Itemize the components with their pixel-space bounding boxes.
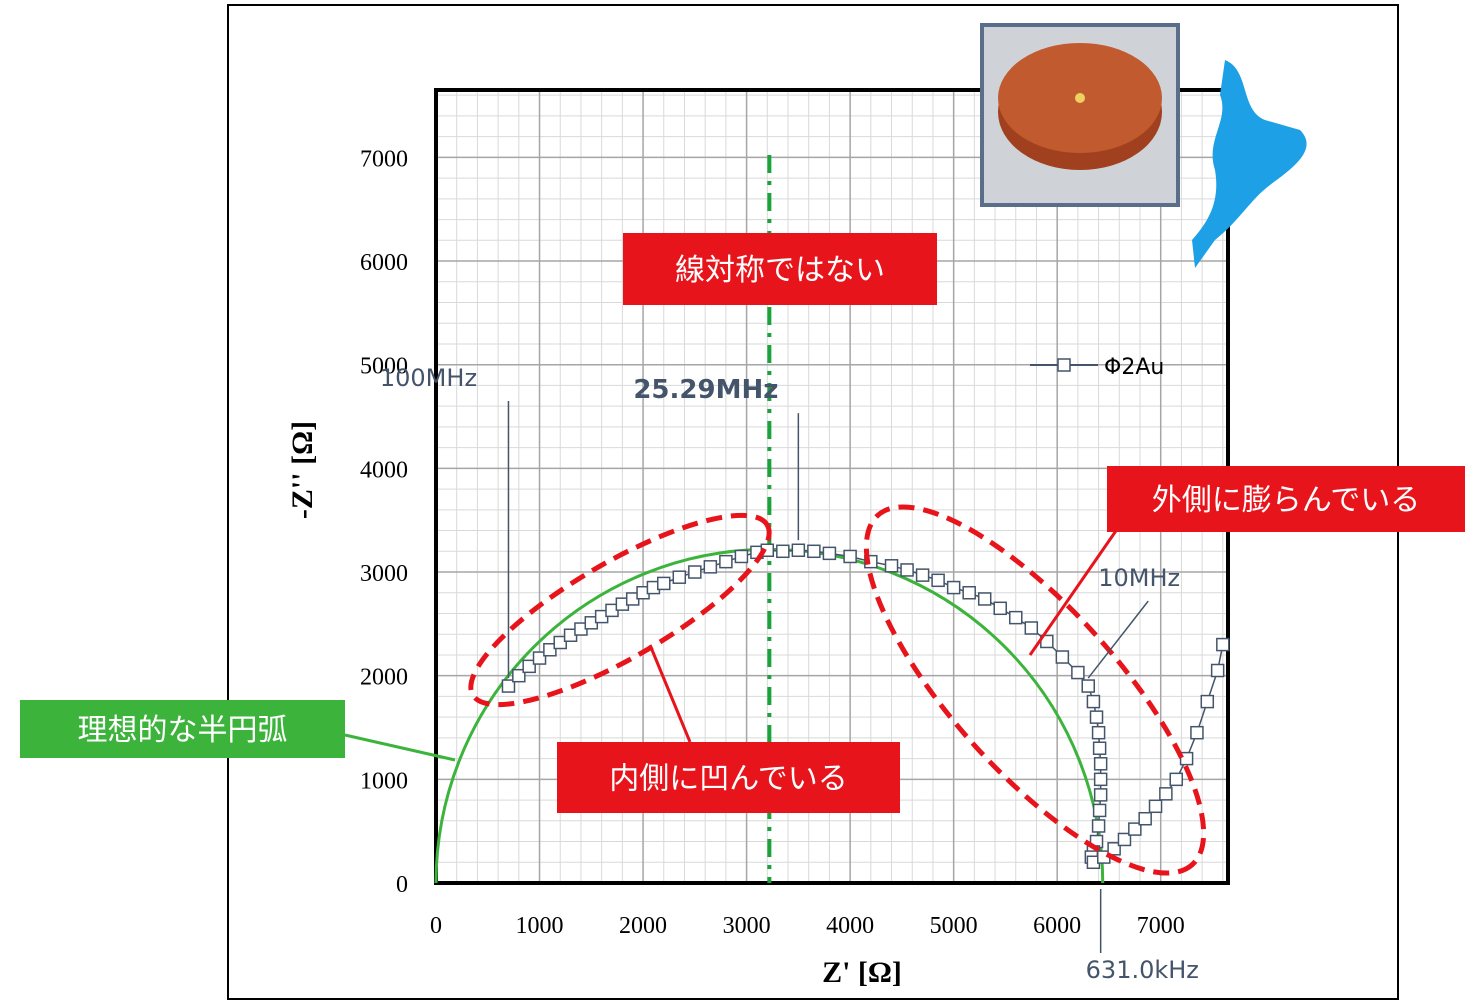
callout-box xyxy=(1107,466,1465,532)
y-tick-label: 0 xyxy=(396,872,408,898)
y-axis-label: -Z'' [Ω] xyxy=(286,421,319,519)
x-tick-label: 6000 xyxy=(1033,913,1081,939)
data-point xyxy=(1138,811,1152,826)
connector xyxy=(1028,524,1122,656)
data-point xyxy=(1093,757,1108,771)
data-point xyxy=(822,546,837,561)
x-tick-label: 5000 xyxy=(930,913,978,939)
data-point xyxy=(501,679,516,693)
data-point xyxy=(734,549,749,564)
data-point xyxy=(884,559,899,573)
callout-text: 線対称ではない xyxy=(675,253,885,288)
data-point xyxy=(1081,679,1095,693)
data-point xyxy=(1089,710,1104,724)
y-tick-label: 1000 xyxy=(360,768,408,794)
lake-logo xyxy=(1192,60,1307,268)
data-point xyxy=(900,563,914,577)
data-point xyxy=(1092,741,1107,755)
data-point xyxy=(1009,610,1023,625)
y-tick-label: 3000 xyxy=(360,561,408,587)
data-point xyxy=(1117,832,1132,847)
highlight xyxy=(468,512,772,708)
data-point xyxy=(962,586,976,600)
data-point xyxy=(1092,803,1107,818)
data-point xyxy=(931,573,945,588)
plot xyxy=(434,155,1230,884)
data-point xyxy=(703,560,718,574)
data-point xyxy=(1179,751,1194,766)
data-point xyxy=(522,659,536,674)
data-point xyxy=(977,592,992,606)
data-point xyxy=(776,544,790,559)
data-point xyxy=(1210,663,1225,678)
legend-marker xyxy=(1057,358,1071,372)
x-tick-label: 3000 xyxy=(723,913,771,939)
data-point xyxy=(915,568,930,582)
data-point xyxy=(532,651,547,665)
callout-text: 理想的な半円弧 xyxy=(78,713,288,748)
data-point xyxy=(657,576,671,591)
data-point xyxy=(688,565,702,579)
data-point xyxy=(1169,772,1183,787)
callout-box xyxy=(623,233,937,305)
x-tick-label: 7000 xyxy=(1137,913,1185,939)
y-tick-label: 5000 xyxy=(360,354,408,380)
data-point xyxy=(512,668,526,683)
data-point xyxy=(993,601,1007,616)
callout-box xyxy=(557,742,900,813)
data-point xyxy=(1093,772,1108,787)
data-point xyxy=(946,580,961,595)
data-point xyxy=(672,570,687,584)
x-tick-label: 0 xyxy=(430,913,442,939)
x-tick-label: 2000 xyxy=(619,913,667,939)
data-point xyxy=(1148,799,1163,814)
y-tick-label: 6000 xyxy=(360,250,408,276)
data-point xyxy=(1190,725,1204,740)
callout-text: 外側に膨らんでいる xyxy=(1152,483,1421,518)
data-point xyxy=(1086,694,1101,709)
y-tick-label: 7000 xyxy=(360,146,408,172)
annotation: 25.29MHz xyxy=(633,375,778,405)
data-point xyxy=(1216,637,1230,652)
x-axis-label: Z' [Ω] xyxy=(822,956,902,989)
highlight xyxy=(863,504,1207,876)
data-point xyxy=(1055,650,1070,664)
data-point xyxy=(1093,788,1108,802)
annotation: 631.0kHz xyxy=(1086,956,1199,984)
data-point xyxy=(1024,621,1039,635)
data-point xyxy=(1107,842,1121,856)
connector xyxy=(648,644,692,743)
data-point xyxy=(1091,725,1106,740)
x-tick-label: 4000 xyxy=(826,913,874,939)
data-point xyxy=(719,554,733,569)
data-point xyxy=(553,635,567,650)
data-point xyxy=(791,543,806,558)
callout-box xyxy=(20,700,345,758)
data-point xyxy=(1091,819,1106,833)
y-tick-label: 4000 xyxy=(360,457,408,483)
legend-label: Φ2Au xyxy=(1104,355,1164,380)
y-tick-label: 2000 xyxy=(360,665,408,691)
data-point xyxy=(807,544,821,559)
data-point xyxy=(1128,822,1142,836)
annotation: 100MHz xyxy=(380,364,477,392)
annotation-arrow xyxy=(1087,600,1149,679)
data-point xyxy=(843,549,857,564)
data-point xyxy=(1200,694,1215,709)
callout-text: 内側に凹んでいる xyxy=(609,762,848,797)
x-tick-label: 1000 xyxy=(516,913,564,939)
annotation: 10MHz xyxy=(1098,564,1180,592)
data-point xyxy=(1159,787,1173,801)
electrode xyxy=(1075,93,1085,103)
connector xyxy=(344,733,456,762)
data-point xyxy=(1071,665,1085,680)
data-point xyxy=(543,643,557,657)
